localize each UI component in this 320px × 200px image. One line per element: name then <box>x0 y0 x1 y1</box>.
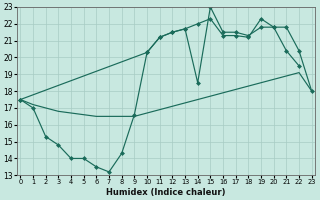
X-axis label: Humidex (Indice chaleur): Humidex (Indice chaleur) <box>106 188 226 197</box>
